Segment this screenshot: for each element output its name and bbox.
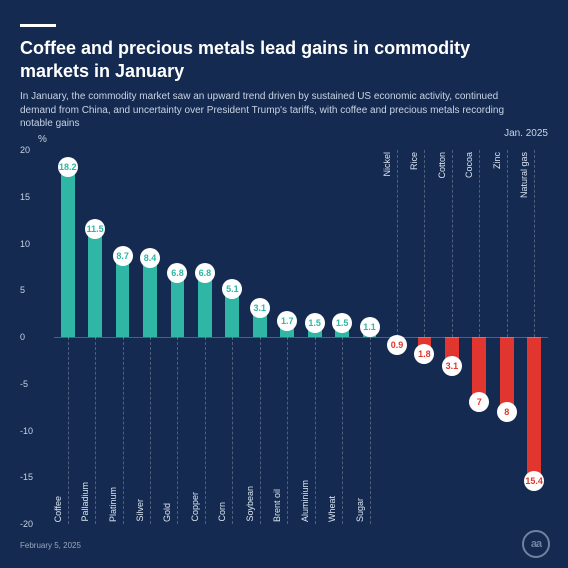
category-label: Silver (135, 499, 145, 522)
category-label: Cocoa (464, 152, 474, 178)
subtitle: In January, the commodity market saw an … (20, 90, 510, 131)
guide-line (534, 150, 535, 337)
value-bubble: 1.7 (277, 311, 297, 331)
value-bubble: 1.1 (360, 317, 380, 337)
guide-line (150, 337, 151, 524)
zero-axis (54, 337, 548, 338)
value-bubble: 8 (497, 402, 517, 422)
category-label: Aluminium (300, 480, 310, 522)
category-label: Rice (409, 152, 419, 170)
guide-line (370, 337, 371, 524)
value-bubble: 11.5 (85, 219, 105, 239)
value-bubble: 8.4 (140, 248, 160, 268)
y-tick-label: 5 (20, 285, 25, 295)
category-label: Copper (190, 492, 200, 522)
title: Coffee and precious metals lead gains in… (20, 37, 500, 82)
value-bubble: 6.8 (167, 263, 187, 283)
guide-line (232, 337, 233, 524)
y-axis-unit: % (38, 134, 47, 145)
value-bubble: 1.5 (305, 313, 325, 333)
bar (500, 337, 514, 412)
y-tick-label: 15 (20, 192, 30, 202)
y-tick-label: 20 (20, 145, 30, 155)
value-bubble: 7 (469, 392, 489, 412)
category-label: Sugar (355, 498, 365, 522)
category-label: Brent oil (272, 489, 282, 522)
brand-logo: aa (522, 530, 550, 558)
guide-line (315, 337, 316, 524)
guide-line (95, 337, 96, 524)
category-label: Natural gas (519, 152, 529, 198)
value-bubble: 8.7 (113, 246, 133, 266)
value-bubble: 18.2 (58, 157, 78, 177)
guide-line (123, 337, 124, 524)
value-bubble: 3.1 (442, 356, 462, 376)
guide-line (479, 150, 480, 337)
guide-line (287, 337, 288, 524)
guide-line (452, 150, 453, 337)
guide-line (507, 150, 508, 337)
category-label: Soybean (245, 486, 255, 522)
y-tick-label: -10 (20, 426, 33, 436)
footer-date: February 5, 2025 (20, 541, 81, 550)
category-label: Gold (162, 503, 172, 522)
infographic-card: Coffee and precious metals lead gains in… (0, 0, 568, 568)
bar-chart: % 18.2Coffee11.5Palladium8.7Platinum8.4S… (20, 150, 548, 524)
value-bubble: 3.1 (250, 298, 270, 318)
value-bubble: 15.4 (524, 471, 544, 491)
category-label: Platinum (108, 487, 118, 522)
guide-line (205, 337, 206, 524)
category-label: Zinc (492, 152, 502, 169)
y-tick-label: -5 (20, 379, 28, 389)
category-label: Nickel (382, 152, 392, 177)
value-bubble: 1.8 (414, 344, 434, 364)
y-tick-label: -15 (20, 472, 33, 482)
guide-line (260, 337, 261, 524)
category-label: Palladium (80, 482, 90, 522)
category-label: Coffee (53, 496, 63, 522)
value-bubble: 5.1 (222, 279, 242, 299)
value-bubble: 1.5 (332, 313, 352, 333)
header-rule (20, 24, 56, 27)
category-label: Corn (217, 502, 227, 522)
guide-line (342, 337, 343, 524)
guide-line (68, 337, 69, 524)
bar (116, 256, 130, 337)
y-tick-label: -20 (20, 519, 33, 529)
bar (61, 167, 75, 337)
guide-line (397, 150, 398, 337)
period-label: Jan. 2025 (504, 128, 548, 139)
guide-line (177, 337, 178, 524)
category-label: Wheat (327, 496, 337, 522)
bar (88, 229, 102, 337)
value-bubble: 6.8 (195, 263, 215, 283)
bar (143, 258, 157, 337)
category-label: Cotton (437, 152, 447, 179)
y-tick-label: 10 (20, 239, 30, 249)
bar (527, 337, 541, 481)
value-bubble: 0.9 (387, 335, 407, 355)
guide-line (424, 150, 425, 337)
y-tick-label: 0 (20, 332, 25, 342)
